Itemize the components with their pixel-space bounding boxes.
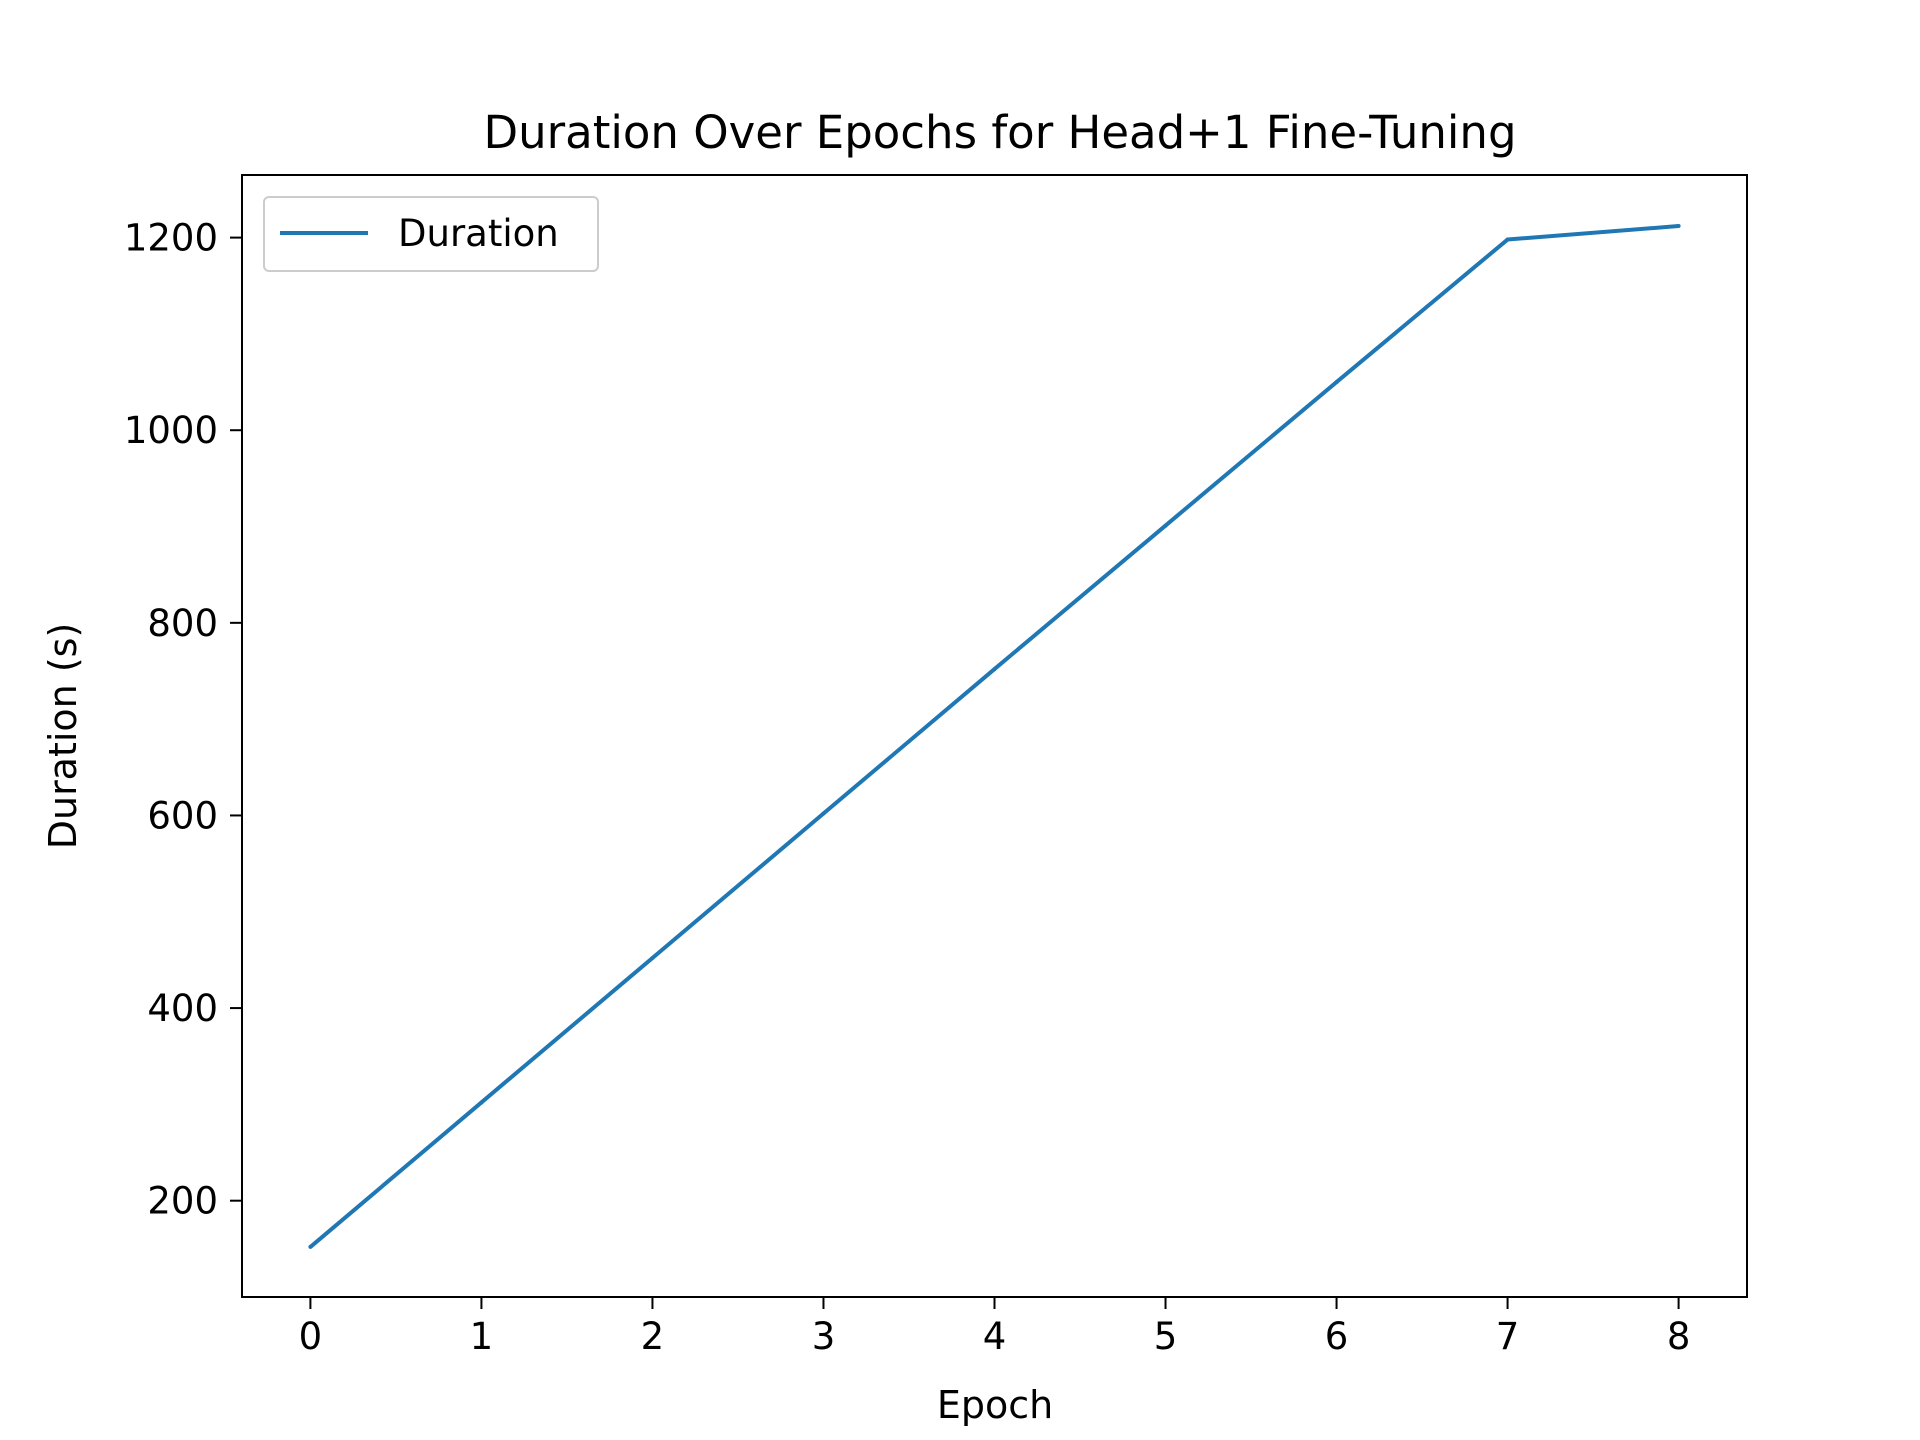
y-tick-label: 600 [147,794,218,837]
data-point [1163,523,1168,528]
x-tick-label: 2 [641,1315,665,1358]
series-layer [308,224,1681,1249]
x-axis-label: Epoch [937,1383,1053,1427]
y-tick-label: 1000 [124,409,218,452]
x-tick-label: 8 [1667,1315,1691,1358]
x-tick-label: 0 [299,1315,323,1358]
y-tick-label: 1200 [124,217,218,260]
data-point [308,1244,313,1249]
x-tick-label: 4 [983,1315,1007,1358]
x-tick-label: 7 [1496,1315,1520,1358]
x-tick-label: 6 [1325,1315,1349,1358]
data-point [992,667,997,672]
x-tick-label: 1 [470,1315,494,1358]
y-axis-label: Duration (s) [41,623,85,850]
y-tick-label: 200 [147,1180,218,1223]
data-point [1676,224,1681,229]
data-point [650,955,655,960]
data-point [1505,237,1510,242]
legend-box [263,196,599,272]
y-tick-label: 800 [147,602,218,645]
legend: Duration [263,196,599,272]
plot-frame [241,174,1748,1298]
data-point [479,1100,484,1105]
data-point [821,811,826,816]
x-tick-label: 5 [1154,1315,1178,1358]
data-point [1334,380,1339,385]
y-tick-label: 400 [147,987,218,1030]
legend-label-duration: Duration [398,212,559,255]
x-tick-label: 3 [812,1315,836,1358]
axis-ticks: 0 1 2 3 4 5 6 7 8 200 400 600 800 1000 1200 [124,217,1691,1358]
chart-title: Duration Over Epochs for Head+1 Fine-Tun… [483,106,1516,159]
